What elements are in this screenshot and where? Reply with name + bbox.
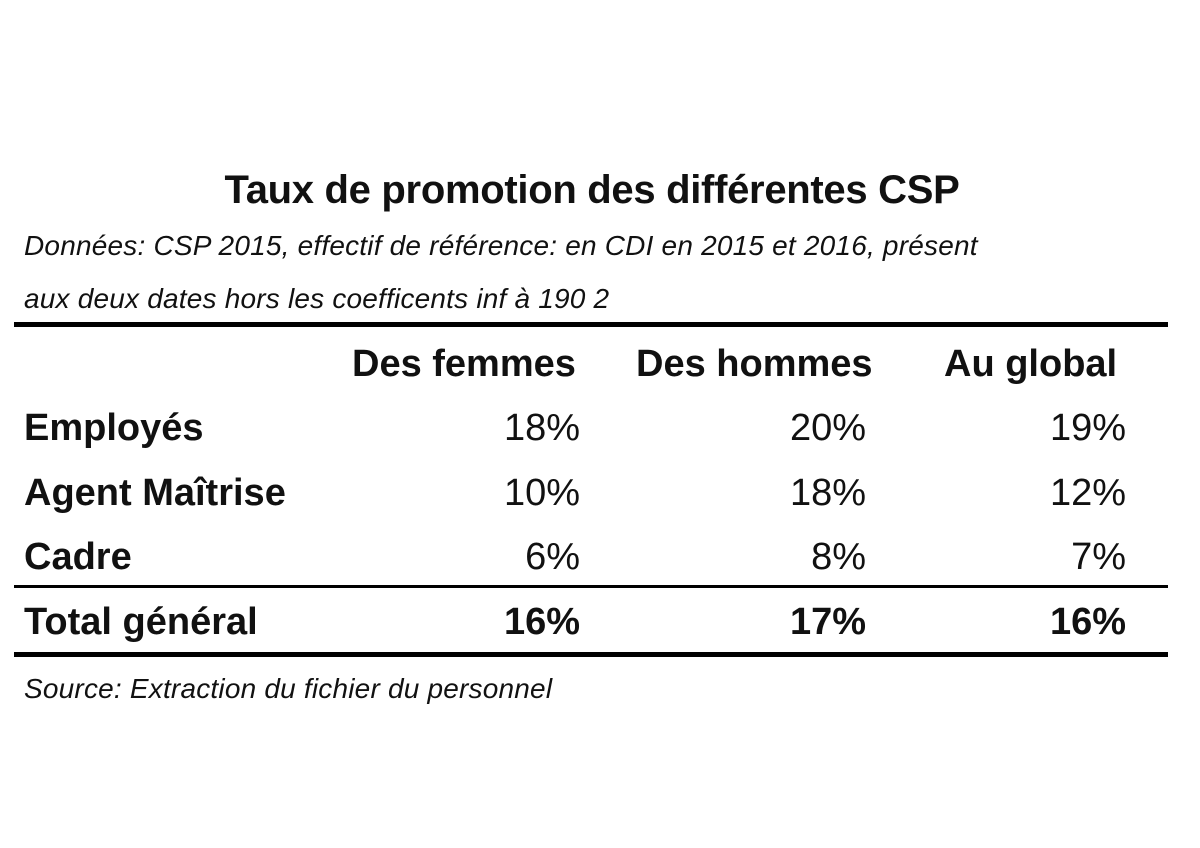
table-bottom-rule — [14, 652, 1168, 657]
total-men: 17% — [789, 601, 866, 643]
row-label-total: Total général — [24, 601, 258, 643]
row-label-agent-maitrise: Agent Maîtrise — [24, 472, 286, 514]
cell-global: 12% — [1049, 472, 1126, 514]
table-total-rule — [14, 585, 1168, 588]
cell-men: 8% — [811, 536, 866, 578]
cell-global: 19% — [1049, 407, 1126, 449]
cell-global: 7% — [1071, 536, 1126, 578]
cell-men: 18% — [789, 472, 866, 514]
subtitle-line-2: aux deux dates hors les coefficents inf … — [24, 283, 610, 314]
subtitle-line-1: Données: CSP 2015, effectif de référence… — [24, 230, 978, 261]
header-women: Des femmes — [352, 343, 576, 385]
row-label-employes: Employés — [24, 407, 204, 449]
cell-women: 10% — [503, 472, 580, 514]
total-women: 16% — [503, 601, 580, 643]
source-note: Source: Extraction du fichier du personn… — [24, 673, 553, 704]
table-top-rule — [14, 322, 1168, 327]
cell-women: 18% — [503, 407, 580, 449]
cell-women: 6% — [525, 536, 580, 578]
total-global: 16% — [1049, 601, 1126, 643]
cell-men: 20% — [789, 407, 866, 449]
header-global: Au global — [944, 343, 1118, 385]
table-title: Taux de promotion des différentes CSP — [224, 168, 960, 212]
row-label-cadre: Cadre — [24, 536, 132, 578]
header-men: Des hommes — [636, 343, 873, 385]
